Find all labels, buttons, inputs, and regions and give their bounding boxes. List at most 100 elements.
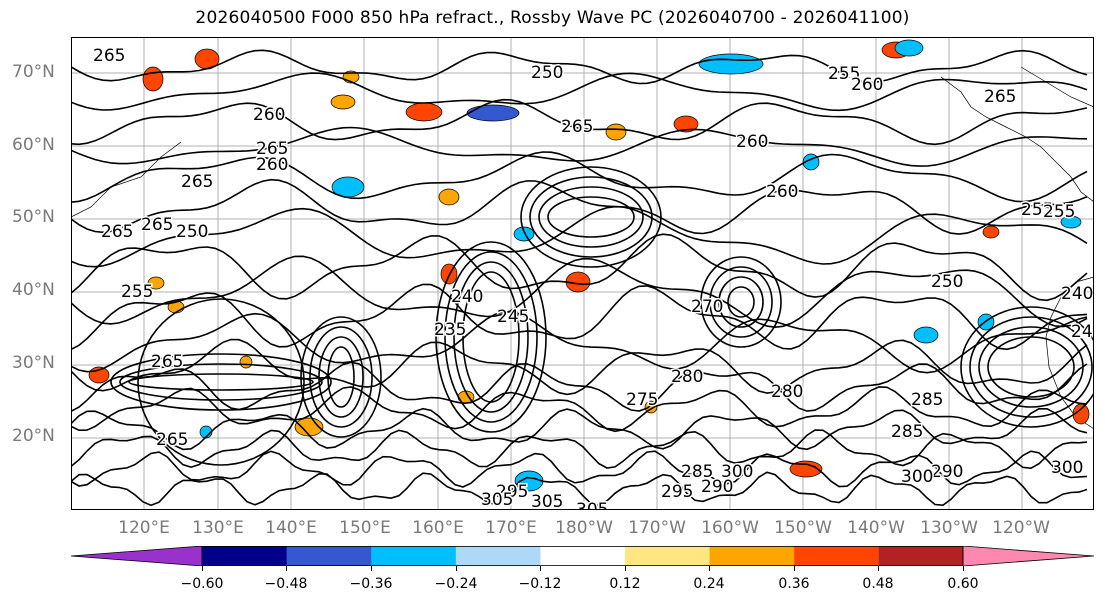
contour-value-label: 265 [984,87,1016,107]
lon-label-120w: 120°W [992,518,1050,538]
colorbar-tick-label: 0.60 [947,576,979,592]
contour-value-label: 280 [671,367,703,387]
colorbar-segment [794,546,880,566]
colorbar-tick-label: 0.36 [778,576,810,592]
contour-line [71,72,1088,112]
contour-value-label: 285 [681,462,713,482]
contour-loop [110,353,332,411]
contour-value-label: 240 [1061,284,1093,304]
contour-loop [300,316,382,438]
contour-value-label: 265 [151,352,183,372]
colorbar-tickmark [371,566,372,571]
contour-line [71,126,1088,167]
lon-label-150e: 150°E [339,518,391,538]
contour-value-label: 260 [766,182,798,202]
colorbar-tickmark [709,566,710,571]
colorbar [71,546,1094,566]
contour-value-label: 255 [1021,200,1053,220]
refractivity-contours [71,49,1094,507]
contour-loop [529,176,653,258]
lat-label-30: 30°N [12,353,55,373]
lon-label-160w: 160°W [701,518,759,538]
colorbar-segment [540,546,626,566]
anomaly-blob [438,188,460,206]
lat-label-50: 50°N [12,207,55,227]
colorbar-segment [455,546,541,566]
lon-label-130w: 130°W [920,518,978,538]
contour-value-label: 295 [496,482,528,502]
contour-value-label: 250 [931,272,963,292]
contour-loop [547,196,635,238]
lon-label-170e: 170°E [485,518,537,538]
anomaly-blob [330,94,356,110]
contour-loop [520,166,662,268]
contour-loop [700,256,782,348]
contour-value-label: 290 [701,477,733,497]
contour-value-label: 245 [497,307,529,327]
lon-label-160e: 160°E [412,518,464,538]
colorbar-tickmark [625,566,626,571]
contour-loop [960,306,1094,428]
anomaly-blob [673,115,699,133]
colorbar-segment [286,546,372,566]
anomaly-blob [982,225,1000,239]
contour-value-label: 305 [481,490,513,510]
colorbar-tickmark [963,566,964,571]
contour-value-label: 240 [451,287,483,307]
contour-loop [462,271,520,403]
contour-value-label: 260 [736,132,768,152]
contour-line [71,386,1088,433]
contour-value-label: 245 [1071,322,1094,342]
contour-line [71,471,1088,507]
contour-line [71,178,1088,235]
anomaly-blob [147,276,165,290]
lat-label-40: 40°N [12,280,55,300]
colorbar-tick-label: −0.60 [180,576,224,592]
contour-value-label: 255 [828,64,860,84]
contour-value-label: 270 [691,297,723,317]
anomaly-blob [789,460,823,478]
lon-label-120e: 120°E [118,518,170,538]
contour-line [71,283,1088,351]
contour-loop [709,266,773,338]
map-title: 2026040500 F000 850 hPa refract., Rossby… [195,8,910,28]
colorbar-tick-label: −0.48 [264,576,308,592]
contour-loop [978,326,1084,408]
colorbar-tickmark [456,566,457,571]
contour-loop [309,326,373,428]
contour-value-label: 285 [891,422,923,442]
contour-line [71,450,1088,488]
colorbar-outline [201,546,964,566]
contour-line [71,310,1088,374]
contour-value-label: 265 [256,139,288,159]
contour-value-label: 260 [851,75,883,95]
contour-value-label: 265 [141,215,173,235]
anomaly-blob [466,104,520,122]
colorbar-tick-label: −0.12 [518,576,562,592]
contour-value-label: 255 [1043,202,1075,222]
contour-value-label: 265 [181,172,213,192]
contour-value-label: 235 [434,320,466,340]
contour-value-label: 305 [576,500,608,510]
contour-value-label: 265 [156,430,188,450]
lon-label-180w: 180°W [555,518,613,538]
contour-loop [128,373,314,391]
contour-loop [444,251,538,423]
colorbar-segment [625,546,710,566]
colorbar-segment [202,546,287,566]
contour-value-label: 255 [121,282,153,302]
contour-value-label: 300 [721,462,753,482]
contour-line [71,98,1088,146]
contour-loop [137,298,305,466]
lon-label-170w: 170°W [628,518,686,538]
anomaly-blob [239,355,253,369]
colorbar-tick-label: 0.48 [862,576,894,592]
map-border [71,37,1094,510]
contour-loop [718,276,764,328]
lon-label-140w: 140°W [847,518,905,538]
colorbar-extend-max [962,546,1094,566]
contour-value-label: 265 [93,46,125,66]
contour-value-label: 275 [626,390,658,410]
